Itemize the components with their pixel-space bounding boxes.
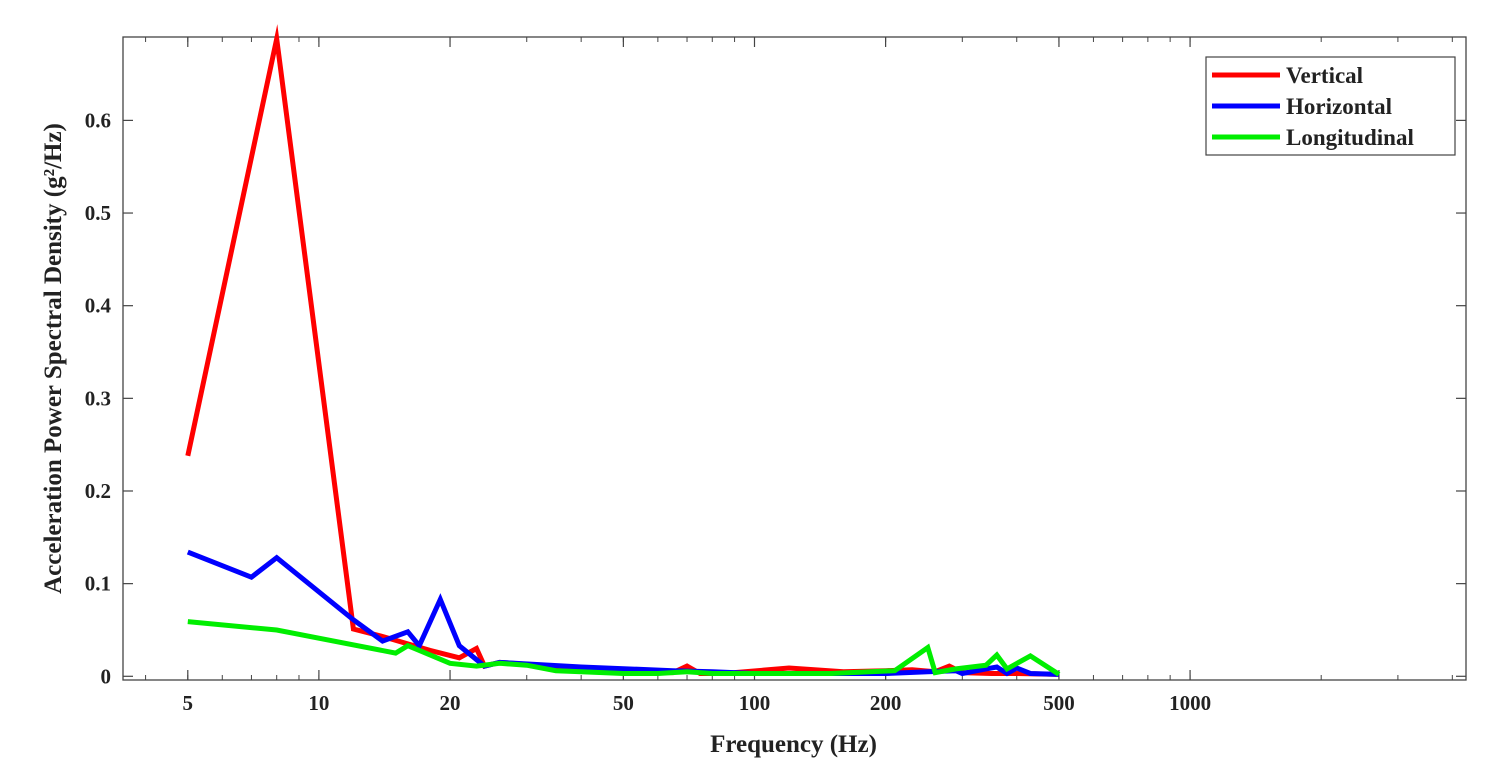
legend-label-vertical: Vertical <box>1286 63 1363 88</box>
y-tick-label: 0.1 <box>85 572 111 596</box>
x-tick-label: 10 <box>308 691 329 715</box>
x-tick-label: 200 <box>870 691 902 715</box>
x-tick-label: 1000 <box>1169 691 1211 715</box>
x-tick-label: 500 <box>1043 691 1075 715</box>
legend-label-longitudinal: Longitudinal <box>1286 125 1414 150</box>
y-tick-label: 0.6 <box>85 108 111 132</box>
x-tick-label: 20 <box>440 691 461 715</box>
legend: Vertical Horizontal Longitudinal <box>1205 56 1456 156</box>
y-tick-label: 0.4 <box>85 294 112 318</box>
y-tick-label: 0 <box>101 664 112 688</box>
x-tick-label: 100 <box>739 691 771 715</box>
y-tick-label: 0.2 <box>85 479 111 503</box>
series-lines <box>185 24 1061 677</box>
legend-label-horizontal: Horizontal <box>1286 94 1392 119</box>
axes: 5 10 20 50 100 200 500 1000 0 0.1 0.2 0.3 0.4 0.5 0.6 F… <box>40 36 1467 758</box>
plot-frame <box>122 36 1467 681</box>
y-axis-title: Acceleration Power Spectral Density (g²/… <box>40 123 67 594</box>
x-axis-title: Frequency (Hz) <box>710 731 877 758</box>
x-tick-label: 50 <box>613 691 634 715</box>
series-line-longitudinal <box>187 619 1061 677</box>
x-tick-label: 5 <box>183 691 194 715</box>
series-line-vertical <box>185 24 1060 677</box>
y-tick-label: 0.3 <box>85 386 111 410</box>
y-tick-label: 0.5 <box>85 201 111 225</box>
